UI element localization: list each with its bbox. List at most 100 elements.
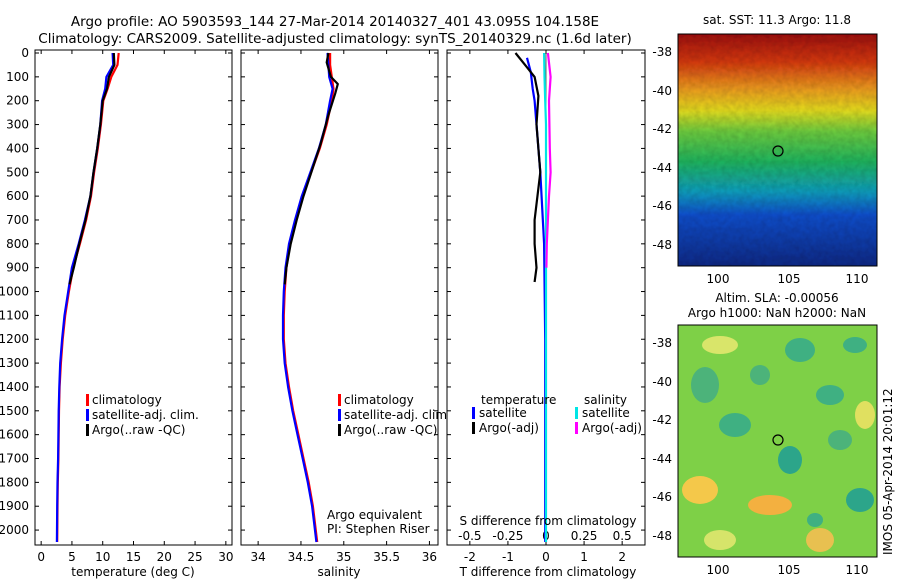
s-difference-label: S difference from climatology <box>460 514 637 528</box>
sla-lat-axis: -38 -40 -42 -44 -46 -48 <box>652 336 672 543</box>
figure-title-line2: Climatology: CARS2009. Satellite-adjuste… <box>38 31 631 47</box>
sla-lon-tick: 105 <box>778 563 801 577</box>
sla-lat-tick: -48 <box>652 529 672 543</box>
depth-tick-label: 1100 <box>0 308 29 322</box>
x-tick-label: 0 <box>542 550 550 564</box>
salinity-panel: 34 34.5 35 35.5 36 salinity climatology sate… <box>240 49 451 579</box>
depth-tick-label: 0 <box>21 46 29 60</box>
sla-argo-marker <box>772 434 784 446</box>
temperature-plot-area <box>34 49 233 546</box>
s-diff-tick-label: -0.25 <box>492 529 523 543</box>
sla-map-panel: Altim. SLA: -0.00056 Argo h1000: NaN h20… <box>652 291 878 577</box>
x-tick-label: 0 <box>37 550 45 564</box>
sst-lat-tick: -44 <box>652 161 672 175</box>
salinity-profile-lines <box>281 52 339 543</box>
legend-swatch-satellite <box>338 409 341 421</box>
legend-swatch-argo <box>338 424 341 436</box>
sla-lon-tick: 110 <box>846 563 869 577</box>
depth-tick-label: 1500 <box>0 404 29 418</box>
depth-tick-label: 1000 <box>0 285 29 299</box>
depth-tick-label: 900 <box>6 261 29 275</box>
sst-lat-tick: -40 <box>652 84 672 98</box>
legend-label-argo: Argo(..raw -QC) <box>92 423 185 437</box>
sst-lon-axis: 100 105 110 <box>707 272 869 286</box>
sst-map-title: sat. SST: 11.3 Argo: 11.8 <box>703 13 851 27</box>
pi-note: PI: Stephen Riser <box>327 522 430 536</box>
depth-tick-label: 200 <box>6 94 29 108</box>
temperature-axis-label: temperature (deg C) <box>71 565 194 579</box>
sst-lat-tick: -38 <box>652 45 672 59</box>
series-line <box>545 52 552 268</box>
legend-swatch-argo <box>86 424 89 436</box>
depth-tick-label: 2000 <box>0 523 29 537</box>
x-tick-label: 36 <box>422 550 437 564</box>
series-line <box>514 52 542 283</box>
legend-swatch-sal-argo <box>575 422 578 434</box>
legend-label-argo: Argo(..raw -QC) <box>344 423 437 437</box>
depth-tick-label: 1800 <box>0 475 29 489</box>
series-line <box>283 52 339 285</box>
sst-lon-tick: 105 <box>778 272 801 286</box>
s-diff-tick-label: -0.5 <box>458 529 481 543</box>
sst-map-image <box>677 33 878 267</box>
figure-title-line1: Argo profile: AO 5903593_144 27-Mar-2014… <box>71 14 599 30</box>
sla-title-line1: Altim. SLA: -0.00056 <box>715 291 838 305</box>
x-tick-label: 15 <box>126 550 141 564</box>
argo-equivalent-note: Argo equivalent <box>327 508 422 522</box>
depth-axis: 0 100 200 300 400 500 600 700 800 900 1000 1100 1200… <box>0 46 232 537</box>
legend-label-satellite: satellite-adj. clim. <box>344 408 451 422</box>
x-tick-label: 35.5 <box>373 550 400 564</box>
salinity-depth-ticks <box>241 52 438 531</box>
salinity-difference-axis: -0.5 -0.25 0 0.25 0.5 <box>458 529 632 543</box>
difference-panel: -2 -1 0 1 2 -0.5 -0.25 0 0.25 0.5 S difference f… <box>446 49 646 579</box>
salinity-axis-label: salinity <box>317 565 360 579</box>
depth-tick-label: 400 <box>6 141 29 155</box>
sla-map-image <box>677 324 878 558</box>
sst-lon-tick: 100 <box>707 272 730 286</box>
s-diff-tick-label: 0.25 <box>571 529 598 543</box>
x-tick-label: -1 <box>502 550 514 564</box>
x-tick-label: 34.5 <box>288 550 315 564</box>
x-tick-label: 30 <box>218 550 233 564</box>
difference-depth-ticks <box>447 52 645 531</box>
x-tick-label: 20 <box>157 550 172 564</box>
sla-lat-tick: -40 <box>652 375 672 389</box>
legend-label-sal-argo: Argo(-adj) <box>582 421 642 435</box>
difference-profile-lines <box>514 50 552 545</box>
sla-lon-axis: 100 105 110 <box>707 563 869 577</box>
legend-swatch-climatology <box>338 394 341 406</box>
sst-lat-tick: -46 <box>652 199 672 213</box>
x-tick-label: 10 <box>95 550 110 564</box>
sla-lat-tick: -46 <box>652 490 672 504</box>
series-line <box>68 52 116 285</box>
difference-legend: temperature salinity satellite Argo(-adj… <box>472 393 642 435</box>
depth-tick-label: 1200 <box>0 332 29 346</box>
x-tick-label: 1 <box>580 550 588 564</box>
x-tick-label: 35 <box>336 550 351 564</box>
sst-lat-tick: -42 <box>652 122 672 136</box>
x-tick-label: 5 <box>68 550 76 564</box>
salinity-axis: 34 34.5 35 35.5 36 <box>250 50 437 564</box>
legend-label-satellite: satellite-adj. clim. <box>92 408 199 422</box>
sst-lat-axis: -38 -40 -42 -44 -46 -48 <box>652 45 672 252</box>
temperature-legend: climatology satellite-adj. clim. Argo(..… <box>86 393 199 437</box>
temperature-panel: 0100200300400500600700800900100011001200… <box>0 46 233 579</box>
depth-tick-label: 1300 <box>0 356 29 370</box>
x-tick-label: -2 <box>464 550 476 564</box>
sla-lat-tick: -38 <box>652 336 672 350</box>
sla-title-line2: Argo h1000: NaN h2000: NaN <box>688 306 866 320</box>
depth-tick-label: 1400 <box>0 380 29 394</box>
depth-tick-label: 300 <box>6 118 29 132</box>
t-difference-label: T difference from climatology <box>459 565 637 579</box>
x-tick-label: 25 <box>187 550 202 564</box>
depth-tick-label: 500 <box>6 165 29 179</box>
sst-lon-tick: 110 <box>846 272 869 286</box>
temperature-difference-axis: -2 -1 0 1 2 <box>464 50 626 564</box>
legend-label-climatology: climatology <box>92 393 162 407</box>
sla-lon-tick: 100 <box>707 563 730 577</box>
depth-tick-label: 100 <box>6 70 29 84</box>
legend-label-temp-argo: Argo(-adj) <box>479 421 539 435</box>
sla-lat-tick: -42 <box>652 413 672 427</box>
temperature-axis: 0 5 10 15 20 25 30 <box>37 50 233 564</box>
